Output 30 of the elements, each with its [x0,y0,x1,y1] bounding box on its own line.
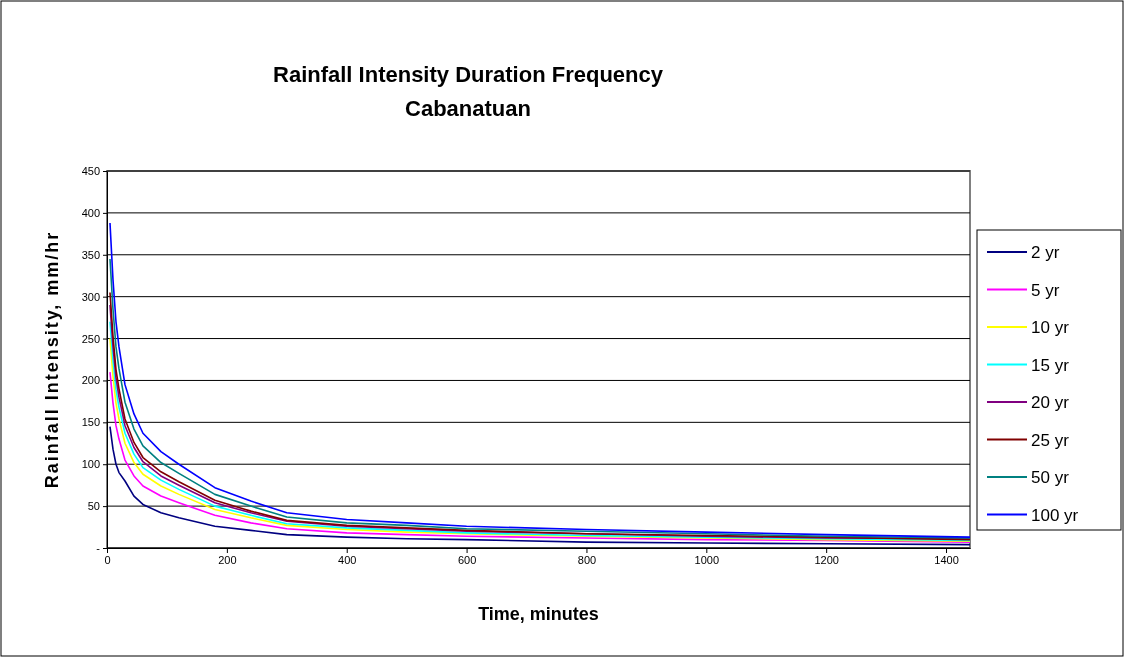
y-tick-label: 450 [81,165,100,178]
y-tick-label: 350 [81,248,100,261]
legend-label: 10 yr [1031,318,1070,337]
x-tick-label: 1000 [694,553,720,566]
x-tick-label: 0 [104,553,111,566]
chart-title: Rainfall Intensity Duration Frequency [273,62,664,87]
x-axis-title: Time, minutes [478,604,599,624]
chart-subtitle: Cabanatuan [405,96,531,121]
x-tick-label: 200 [218,553,237,566]
legend-label: 15 yr [1031,355,1070,375]
legend-label: 20 yr [1031,393,1070,412]
legend-label: 2 yr [1031,243,1060,262]
x-tick-label: 1200 [814,553,839,566]
y-tick-label: - [96,542,101,555]
y-tick-label: 150 [81,416,100,429]
x-tick-label: 600 [457,553,477,566]
legend-label: 25 yr [1031,430,1070,450]
y-axis-title: Rainfall Intensity, mm/hr [42,230,62,489]
legend-label: 50 yr [1031,468,1070,487]
legend-label: 100 yr [1031,505,1079,525]
y-tick-label: 400 [81,206,100,219]
y-tick-label: 50 [87,500,100,513]
x-tick-label: 400 [338,553,357,566]
y-tick-label: 100 [81,458,100,471]
y-tick-label: 300 [81,290,100,303]
y-tick-label: 250 [81,332,100,345]
legend-label: 5 yr [1031,280,1060,300]
x-tick-label: 1400 [934,553,959,566]
y-tick-label: 200 [81,374,100,387]
x-tick-label: 800 [577,553,597,566]
